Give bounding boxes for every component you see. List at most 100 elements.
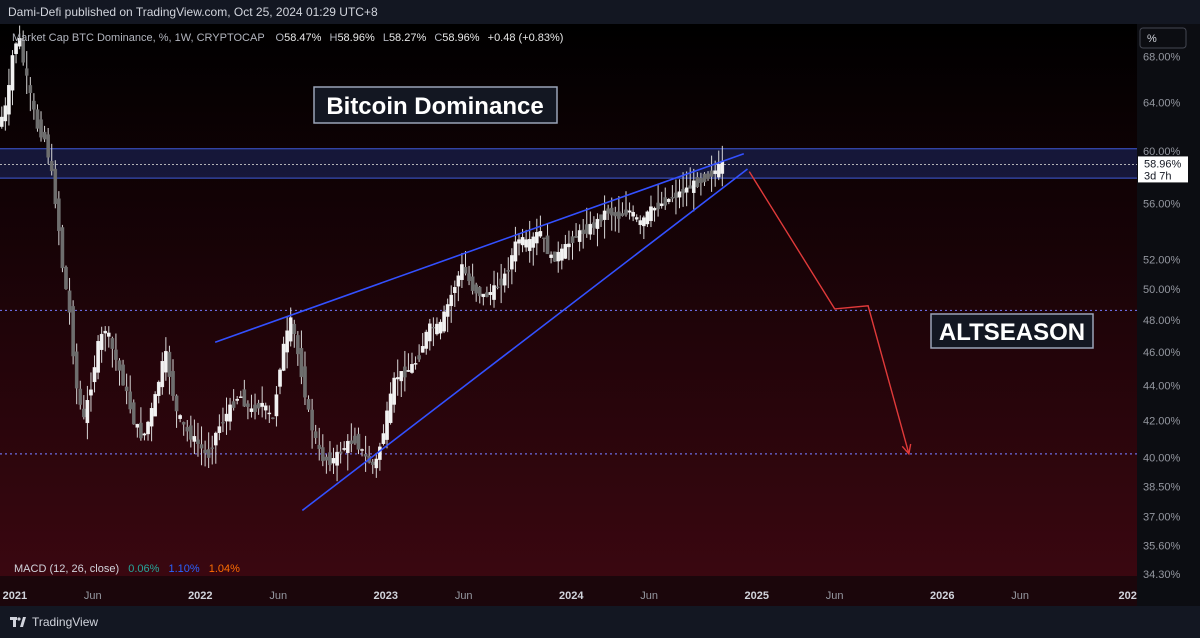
candle-body bbox=[199, 444, 204, 449]
rising-wedge bbox=[214, 152, 748, 512]
candle-body bbox=[146, 421, 150, 435]
candle-body bbox=[645, 211, 650, 225]
time-tick-label: Jun bbox=[640, 590, 658, 602]
time-tick-label: Jun bbox=[84, 590, 102, 602]
scale-button[interactable]: % bbox=[1139, 27, 1187, 49]
candles bbox=[0, 25, 725, 482]
candle-body bbox=[424, 331, 429, 349]
candle-body bbox=[238, 396, 243, 398]
candle-body bbox=[206, 449, 211, 458]
candle-body bbox=[117, 360, 122, 371]
candle-body bbox=[246, 403, 250, 407]
candle-body bbox=[492, 285, 496, 300]
candle-body bbox=[627, 210, 632, 213]
candle-body bbox=[642, 217, 646, 227]
macd-value-2: 1.10% bbox=[168, 563, 199, 575]
candle-body bbox=[417, 355, 421, 360]
candle-body bbox=[271, 417, 275, 419]
candle-body bbox=[196, 439, 200, 445]
candle-body bbox=[592, 222, 596, 228]
candle-body bbox=[303, 366, 307, 398]
candle-body bbox=[470, 276, 475, 291]
altseason-box: ALTSEASON bbox=[930, 313, 1094, 349]
candle-body bbox=[324, 456, 329, 461]
candle-body bbox=[306, 399, 311, 410]
candle-body bbox=[609, 207, 614, 216]
candle-body bbox=[253, 404, 257, 413]
time-tick-label: Jun bbox=[269, 590, 287, 602]
candle-body bbox=[559, 248, 564, 261]
candle-body bbox=[89, 389, 93, 396]
chart-title: Bitcoin Dominance bbox=[326, 93, 543, 120]
candle-body bbox=[99, 333, 104, 350]
time-axis: 2021 Jun 2022 Jun 2023 Jun 2024 Jun 2025 Jun 2026 J… bbox=[3, 590, 1137, 602]
candle-body bbox=[353, 435, 357, 444]
price-tick-label: 34.30% bbox=[1143, 569, 1181, 581]
time-tick-label: 2025 bbox=[745, 590, 769, 602]
candle-body bbox=[542, 237, 546, 240]
candle-body bbox=[167, 351, 172, 377]
candle-body bbox=[374, 458, 379, 469]
candle-body bbox=[563, 244, 568, 259]
candle-body bbox=[706, 173, 710, 179]
candle-body bbox=[345, 440, 350, 454]
candle-body bbox=[192, 436, 197, 442]
price-axis: 68.00% 64.00% 60.00% 56.00% 52.00% 50.00% 48.0… bbox=[1143, 52, 1181, 581]
candle-body bbox=[545, 235, 550, 255]
candle-body bbox=[392, 377, 396, 405]
candle-body bbox=[599, 214, 603, 222]
candle-body bbox=[338, 451, 343, 454]
candle-body bbox=[677, 191, 682, 198]
candle-body bbox=[684, 187, 689, 193]
candle-body bbox=[624, 209, 628, 215]
candle-body bbox=[171, 370, 175, 396]
candle-body bbox=[24, 68, 29, 76]
candle-body bbox=[164, 351, 168, 373]
candle-body bbox=[14, 43, 18, 55]
candle-body bbox=[485, 292, 489, 297]
candle-body bbox=[17, 37, 22, 47]
candle-body bbox=[674, 192, 678, 198]
candle-body bbox=[449, 294, 454, 307]
candle-body bbox=[42, 131, 47, 140]
candle-body bbox=[656, 202, 660, 210]
candle-body bbox=[388, 393, 393, 423]
candle-body bbox=[709, 170, 714, 177]
candle-body bbox=[313, 431, 318, 439]
candle-body bbox=[328, 452, 332, 466]
candle-body bbox=[317, 444, 322, 449]
candle-body bbox=[606, 208, 610, 214]
candle-body bbox=[310, 409, 314, 431]
candle-body bbox=[299, 348, 304, 378]
candle-body bbox=[460, 264, 464, 281]
candle-body bbox=[256, 402, 261, 409]
symbol-line: Market Cap BTC Dominance, %, 1W, CRYPTOC… bbox=[12, 32, 563, 44]
candle-body bbox=[435, 323, 439, 335]
altseason-label: ALTSEASON bbox=[939, 319, 1085, 346]
candle-body bbox=[71, 306, 75, 357]
candle-body bbox=[0, 116, 4, 127]
candle-body bbox=[549, 254, 553, 258]
candle-body bbox=[524, 239, 528, 248]
candle-body bbox=[659, 203, 664, 207]
price-tick-label: 35.60% bbox=[1143, 541, 1181, 553]
price-tick-label: 68.00% bbox=[1143, 52, 1181, 64]
candle-body bbox=[699, 177, 703, 184]
price-tick-label: 37.00% bbox=[1143, 512, 1181, 524]
candle-body bbox=[7, 85, 11, 115]
price-tick-label: 50.00% bbox=[1143, 284, 1181, 296]
time-tick-label: Jun bbox=[826, 590, 844, 602]
candle-body bbox=[588, 223, 593, 235]
candle-body bbox=[577, 230, 582, 242]
candle-body bbox=[567, 243, 571, 248]
chart[interactable]: 68.00% 64.00% 60.00% 56.00% 52.00% 50.00% 48.0… bbox=[0, 24, 1200, 606]
ohlc-high: 58.96% bbox=[337, 32, 375, 44]
candle-body bbox=[531, 236, 536, 248]
candle-body bbox=[342, 448, 347, 450]
current-price-tag: 58.96% 3d 7h bbox=[1138, 156, 1188, 183]
macd-label: MACD (12, 26, close) bbox=[14, 563, 119, 575]
candle-body bbox=[181, 421, 186, 425]
time-tick-label: 2024 bbox=[559, 590, 584, 602]
candle-body bbox=[10, 55, 15, 91]
candle-body bbox=[477, 287, 482, 297]
